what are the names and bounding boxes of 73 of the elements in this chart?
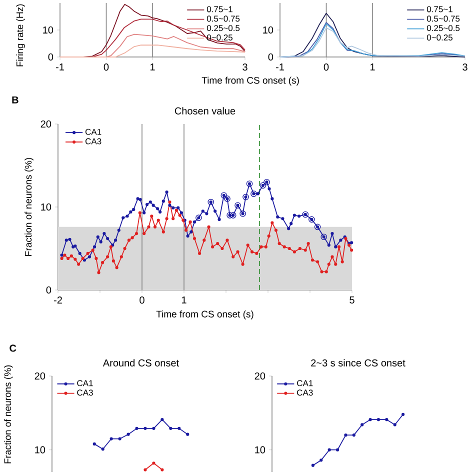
legend-label: 0.75~1 [206, 6, 232, 12]
point [110, 437, 113, 440]
point [352, 434, 356, 437]
y-tick-label: 10 [35, 446, 46, 454]
y-tick-label: 10 [41, 203, 52, 211]
x-axis-title: Time from CS onset (s) [156, 310, 254, 320]
point [178, 426, 181, 430]
text: C [10, 344, 16, 352]
x-tick-label: 3 [462, 64, 468, 71]
x-tick-label: 5 [350, 296, 354, 304]
point [144, 468, 147, 472]
legend-label: CA1 [77, 380, 93, 386]
x-axis-title: Time from CS onset (s) [202, 76, 299, 86]
legend-label: CA1 [85, 128, 102, 135]
legend-label: 0.5~0.75 [206, 16, 240, 22]
point [368, 418, 372, 422]
legend-label: CA3 [85, 138, 102, 144]
legend-label: CA3 [297, 390, 313, 396]
point [402, 412, 405, 416]
point [160, 468, 164, 472]
point [152, 426, 156, 430]
text: B [12, 96, 18, 104]
y-tick-label: 20 [34, 372, 46, 380]
point [152, 462, 156, 465]
point [101, 448, 104, 451]
point [311, 464, 315, 467]
x-tick-label: 1 [182, 296, 186, 304]
point [160, 418, 164, 422]
x-tick-label: 0 [324, 64, 329, 71]
x-tick-label: -1 [276, 64, 284, 70]
x-tick-label: 0 [104, 64, 109, 71]
point [144, 426, 147, 430]
point [344, 434, 348, 437]
y-tick-label: 0 [48, 53, 54, 61]
point [385, 418, 388, 422]
x-tick-label: 3 [242, 64, 248, 71]
point [118, 437, 122, 440]
legend-label: CA3 [77, 390, 93, 396]
x-tick-label: 0 [140, 296, 144, 304]
point [336, 448, 340, 452]
y-axis-title: Fraction of neurons (%) [24, 158, 34, 256]
legend-label: 0~0.25 [206, 34, 233, 41]
y-tick-label: 0 [46, 286, 52, 294]
x-tick-label: -2 [54, 296, 62, 304]
point [169, 426, 172, 430]
legend-label: 0.75~1 [426, 6, 452, 12]
legend-label: CA1 [297, 380, 313, 386]
x-tick-label: 1 [150, 64, 155, 70]
y-tick-label: 10 [43, 26, 54, 34]
legend-label: 0.25~0.5 [206, 25, 240, 32]
x-tick-label: -1 [56, 64, 64, 70]
y-tick-label: 10 [263, 26, 274, 34]
legend-label: 0~0.25 [426, 34, 453, 41]
point [328, 448, 331, 452]
point [393, 423, 396, 426]
chart-title: Around CS onset [102, 359, 179, 366]
x-tick-label: 1 [370, 64, 375, 70]
point [135, 426, 138, 430]
y-axis-title: Firing rate (Hz) [16, 4, 26, 66]
legend-label: 0.5~0.75 [426, 16, 460, 22]
y-tick-label: 10 [255, 446, 266, 454]
chart-title: 2~3 s since CS onset [311, 359, 406, 366]
y-axis-title: Fraction of neurons (%) [4, 365, 13, 464]
point [126, 432, 130, 436]
legend-label: 0.25~0.5 [426, 25, 460, 32]
chart-title: Chosen value [174, 107, 236, 114]
point [92, 442, 96, 446]
point [320, 458, 323, 462]
y-tick-label: 20 [40, 120, 52, 128]
point [360, 423, 364, 426]
point [186, 432, 190, 436]
y-tick-label: 20 [254, 372, 266, 380]
point [376, 418, 380, 422]
